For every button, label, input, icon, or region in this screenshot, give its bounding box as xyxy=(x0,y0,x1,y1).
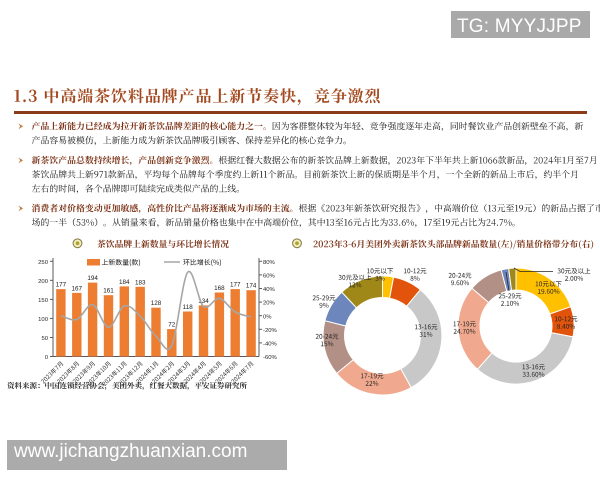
svg-text:200: 200 xyxy=(38,279,49,285)
svg-text:184: 184 xyxy=(119,279,130,286)
svg-text:128: 128 xyxy=(151,300,162,307)
svg-text:183: 183 xyxy=(135,279,146,286)
svg-text:-40%: -40% xyxy=(263,342,278,348)
svg-text:100: 100 xyxy=(38,317,49,323)
svg-text:250: 250 xyxy=(38,260,49,266)
svg-text:174: 174 xyxy=(246,283,257,290)
svg-text:150: 150 xyxy=(38,298,49,304)
svg-text:161: 161 xyxy=(103,288,114,295)
svg-text:168: 168 xyxy=(214,285,225,292)
svg-text:40%: 40% xyxy=(263,287,276,293)
svg-text:-20%: -20% xyxy=(263,328,278,334)
svg-text:167: 167 xyxy=(72,285,83,292)
svg-text:177: 177 xyxy=(56,282,67,289)
svg-text:72: 72 xyxy=(168,322,176,329)
svg-text:20%: 20% xyxy=(263,301,276,307)
svg-text:-60%: -60% xyxy=(263,355,278,361)
svg-text:118: 118 xyxy=(183,304,194,311)
svg-text:0: 0 xyxy=(45,355,49,361)
svg-text:50: 50 xyxy=(41,336,48,342)
svg-text:80%: 80% xyxy=(263,260,276,266)
svg-text:177: 177 xyxy=(230,282,241,289)
svg-text:0%: 0% xyxy=(263,314,272,320)
svg-text:134: 134 xyxy=(198,298,209,305)
svg-text:60%: 60% xyxy=(263,274,276,280)
svg-text:194: 194 xyxy=(87,275,98,282)
